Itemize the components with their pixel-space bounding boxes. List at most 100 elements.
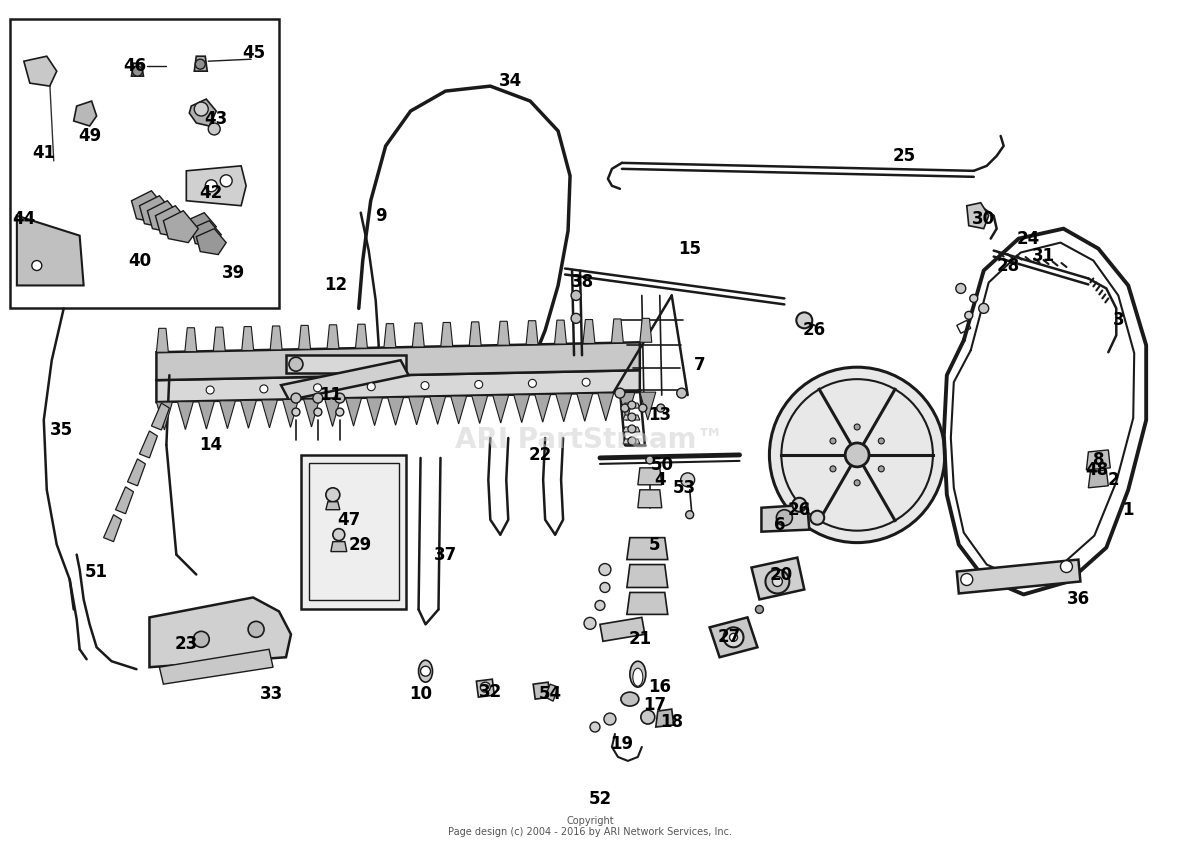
Polygon shape (545, 684, 558, 701)
Text: 29: 29 (349, 535, 373, 554)
Text: 12: 12 (324, 276, 347, 294)
Polygon shape (198, 401, 215, 429)
Text: 26: 26 (788, 501, 811, 519)
Polygon shape (627, 564, 668, 587)
Text: 50: 50 (650, 456, 674, 474)
Text: Copyright
Page design (c) 2004 - 2016 by ARI Network Services, Inc.: Copyright Page design (c) 2004 - 2016 by… (448, 816, 732, 838)
Circle shape (615, 388, 625, 398)
Circle shape (773, 576, 782, 587)
Circle shape (571, 291, 581, 300)
Text: 13: 13 (648, 406, 671, 424)
Text: 51: 51 (85, 563, 109, 581)
Polygon shape (185, 327, 197, 351)
Circle shape (776, 510, 792, 526)
Polygon shape (627, 593, 668, 615)
Text: 48: 48 (1084, 461, 1108, 479)
Circle shape (645, 456, 654, 464)
Text: 41: 41 (32, 144, 55, 162)
Polygon shape (966, 203, 989, 228)
Polygon shape (656, 709, 674, 727)
Text: 10: 10 (409, 685, 432, 703)
Circle shape (194, 631, 209, 647)
Ellipse shape (621, 693, 638, 706)
Circle shape (604, 713, 616, 725)
Circle shape (978, 304, 989, 314)
Polygon shape (498, 321, 510, 345)
Text: 33: 33 (260, 685, 283, 703)
Text: 18: 18 (661, 713, 683, 731)
Polygon shape (412, 323, 425, 347)
Polygon shape (627, 538, 668, 559)
Text: 22: 22 (529, 446, 552, 464)
Circle shape (628, 425, 636, 433)
Circle shape (628, 437, 636, 445)
Circle shape (421, 381, 430, 390)
Text: 19: 19 (610, 735, 634, 753)
Circle shape (582, 378, 590, 386)
Circle shape (289, 357, 303, 371)
Circle shape (205, 180, 217, 192)
Polygon shape (957, 559, 1081, 593)
Circle shape (796, 312, 812, 328)
Circle shape (571, 314, 581, 323)
Text: 23: 23 (175, 635, 198, 653)
Polygon shape (346, 398, 361, 426)
Polygon shape (177, 402, 194, 429)
Polygon shape (761, 504, 809, 532)
Text: 40: 40 (127, 251, 151, 269)
Polygon shape (104, 515, 122, 541)
Bar (286, 355, 406, 373)
Polygon shape (640, 318, 651, 342)
Text: 11: 11 (320, 386, 342, 404)
Circle shape (599, 582, 610, 593)
Text: 38: 38 (570, 274, 594, 292)
Polygon shape (159, 649, 273, 684)
Text: 30: 30 (972, 209, 995, 227)
Text: 14: 14 (199, 436, 223, 454)
Text: 17: 17 (643, 696, 667, 714)
Circle shape (956, 284, 965, 293)
Text: 44: 44 (12, 209, 35, 227)
Polygon shape (618, 392, 635, 421)
Polygon shape (555, 320, 566, 344)
Circle shape (830, 466, 835, 472)
Text: 15: 15 (678, 239, 701, 257)
Polygon shape (384, 324, 395, 347)
Circle shape (599, 563, 611, 575)
Polygon shape (638, 468, 662, 485)
Polygon shape (186, 166, 247, 206)
Text: 2: 2 (1108, 471, 1119, 489)
Polygon shape (623, 439, 640, 444)
Polygon shape (324, 398, 341, 427)
Polygon shape (281, 360, 408, 400)
Circle shape (333, 528, 345, 540)
Text: 27: 27 (717, 628, 741, 646)
Polygon shape (623, 415, 640, 420)
Circle shape (420, 666, 431, 676)
Circle shape (641, 711, 655, 724)
Polygon shape (186, 213, 216, 239)
Circle shape (965, 311, 972, 320)
Text: 34: 34 (499, 72, 522, 90)
Circle shape (584, 617, 596, 629)
Polygon shape (214, 327, 225, 351)
Circle shape (208, 123, 221, 135)
Polygon shape (526, 321, 538, 345)
Text: 54: 54 (538, 685, 562, 703)
Polygon shape (270, 326, 282, 350)
Polygon shape (330, 541, 347, 551)
Circle shape (811, 510, 825, 525)
Polygon shape (17, 215, 84, 286)
Circle shape (628, 413, 636, 421)
Polygon shape (709, 617, 758, 657)
Polygon shape (157, 402, 172, 430)
Circle shape (628, 401, 636, 409)
Polygon shape (752, 557, 805, 599)
Text: 5: 5 (649, 535, 661, 554)
Polygon shape (139, 196, 175, 227)
Text: ARI PartStream™: ARI PartStream™ (455, 426, 725, 454)
Polygon shape (640, 392, 656, 420)
Text: 8: 8 (1093, 451, 1104, 469)
Polygon shape (441, 322, 453, 346)
Circle shape (676, 388, 687, 398)
